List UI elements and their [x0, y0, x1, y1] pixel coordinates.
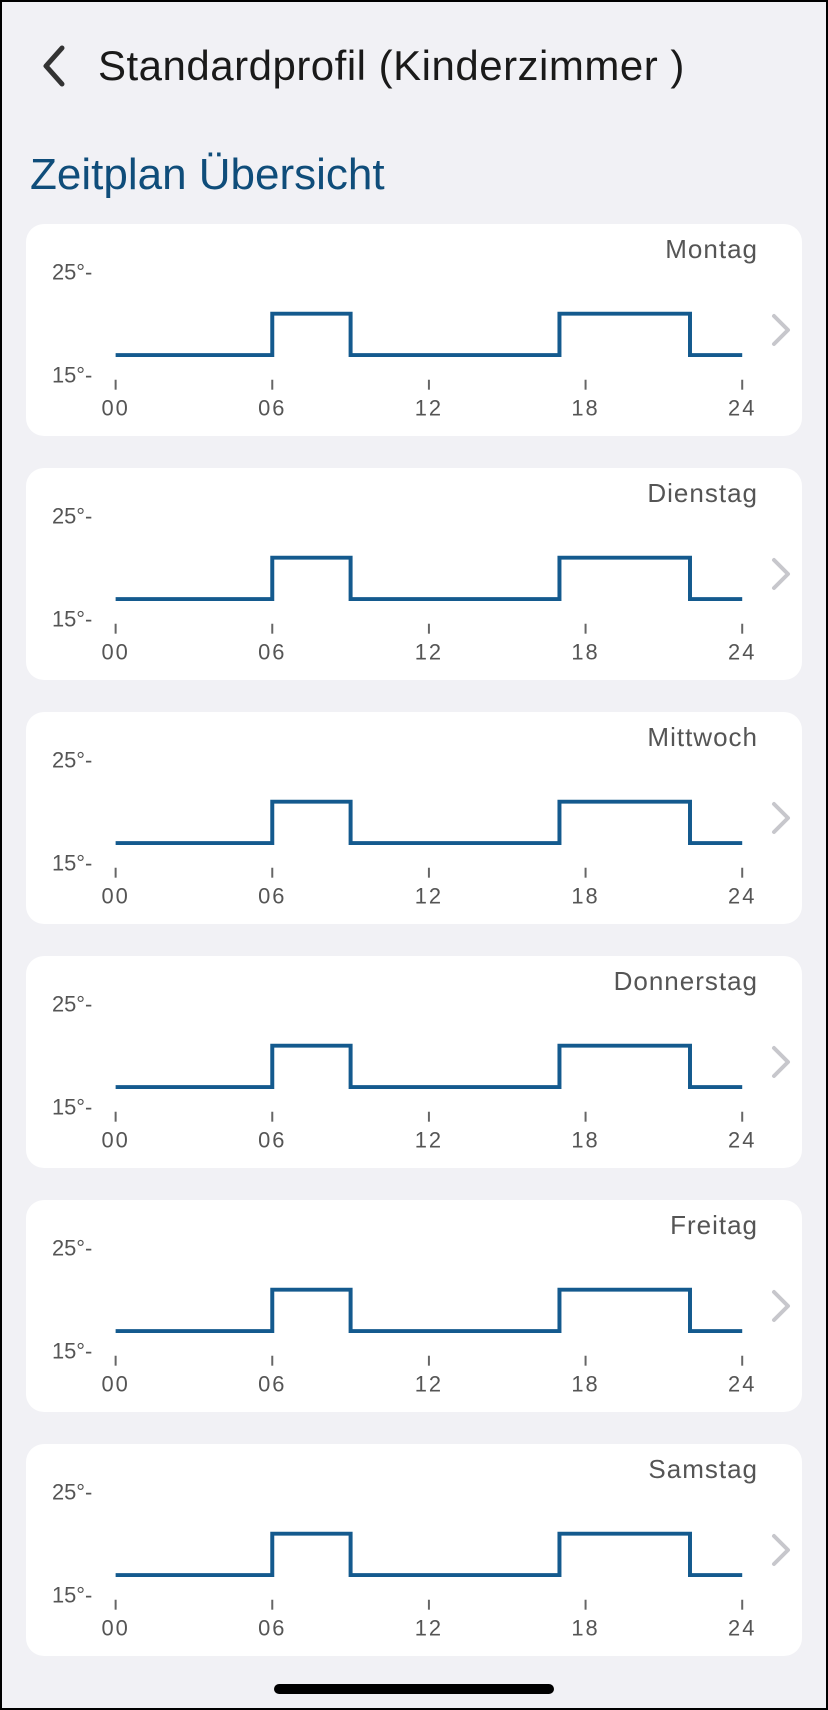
chevron-right-icon: [770, 798, 794, 838]
svg-text:18: 18: [571, 1372, 599, 1397]
svg-text:15°-: 15°-: [52, 607, 92, 632]
home-indicator: [274, 1684, 554, 1694]
svg-text:00: 00: [101, 640, 129, 665]
day-card[interactable]: Freitag 15°- 25°- 00 06 12 18 24: [26, 1200, 802, 1412]
svg-text:25°-: 25°-: [52, 991, 92, 1016]
svg-text:25°-: 25°-: [52, 503, 92, 528]
page-title: Standardprofil (Kinderzimmer ): [98, 42, 685, 90]
svg-text:24: 24: [728, 1128, 756, 1153]
day-card[interactable]: Mittwoch 15°- 25°- 00 06 12 18 24: [26, 712, 802, 924]
svg-text:18: 18: [571, 884, 599, 909]
svg-text:15°-: 15°-: [52, 851, 92, 876]
svg-text:00: 00: [101, 884, 129, 909]
chevron-right-icon: [770, 1286, 794, 1326]
svg-text:06: 06: [258, 396, 286, 421]
day-cards-container: Montag 15°- 25°- 00 06 12 18 24 Dienstag 15°- 25°-…: [2, 224, 826, 1656]
section-title: Zeitplan Übersicht: [2, 118, 826, 224]
day-card[interactable]: Dienstag 15°- 25°- 00 06 12 18 24: [26, 468, 802, 680]
svg-text:18: 18: [571, 1128, 599, 1153]
svg-text:06: 06: [258, 1372, 286, 1397]
svg-text:12: 12: [415, 884, 443, 909]
svg-text:18: 18: [571, 640, 599, 665]
svg-text:25°-: 25°-: [52, 747, 92, 772]
chevron-right-icon: [770, 310, 794, 350]
day-name-label: Donnerstag: [614, 966, 758, 997]
svg-text:06: 06: [258, 1616, 286, 1641]
svg-text:15°-: 15°-: [52, 1095, 92, 1120]
svg-text:25°-: 25°-: [52, 259, 92, 284]
chevron-right-icon: [770, 554, 794, 594]
day-card[interactable]: Donnerstag 15°- 25°- 00 06 12 18 24: [26, 956, 802, 1168]
svg-text:00: 00: [101, 396, 129, 421]
chevron-right-icon: [770, 1042, 794, 1082]
day-card[interactable]: Samstag 15°- 25°- 00 06 12 18 24: [26, 1444, 802, 1656]
chevron-right-icon: [770, 1530, 794, 1570]
svg-text:15°-: 15°-: [52, 1339, 92, 1364]
day-name-label: Freitag: [670, 1210, 758, 1241]
svg-text:24: 24: [728, 884, 756, 909]
day-name-label: Montag: [665, 234, 758, 265]
svg-text:24: 24: [728, 640, 756, 665]
day-card[interactable]: Montag 15°- 25°- 00 06 12 18 24: [26, 224, 802, 436]
svg-text:12: 12: [415, 1128, 443, 1153]
header-bar: Standardprofil (Kinderzimmer ): [2, 2, 826, 118]
svg-text:25°-: 25°-: [52, 1235, 92, 1260]
svg-text:18: 18: [571, 1616, 599, 1641]
svg-text:12: 12: [415, 396, 443, 421]
svg-text:18: 18: [571, 396, 599, 421]
day-name-label: Mittwoch: [647, 722, 758, 753]
svg-text:12: 12: [415, 1372, 443, 1397]
day-name-label: Dienstag: [647, 478, 758, 509]
chevron-left-icon: [40, 44, 68, 88]
svg-text:00: 00: [101, 1616, 129, 1641]
svg-text:06: 06: [258, 1128, 286, 1153]
svg-text:00: 00: [101, 1128, 129, 1153]
svg-text:25°-: 25°-: [52, 1479, 92, 1504]
back-button[interactable]: [26, 38, 82, 94]
svg-text:15°-: 15°-: [52, 363, 92, 388]
svg-text:06: 06: [258, 884, 286, 909]
svg-text:12: 12: [415, 640, 443, 665]
svg-text:24: 24: [728, 396, 756, 421]
svg-text:00: 00: [101, 1372, 129, 1397]
svg-text:24: 24: [728, 1616, 756, 1641]
svg-text:06: 06: [258, 640, 286, 665]
day-name-label: Samstag: [648, 1454, 758, 1485]
svg-text:12: 12: [415, 1616, 443, 1641]
svg-text:15°-: 15°-: [52, 1583, 92, 1608]
svg-text:24: 24: [728, 1372, 756, 1397]
